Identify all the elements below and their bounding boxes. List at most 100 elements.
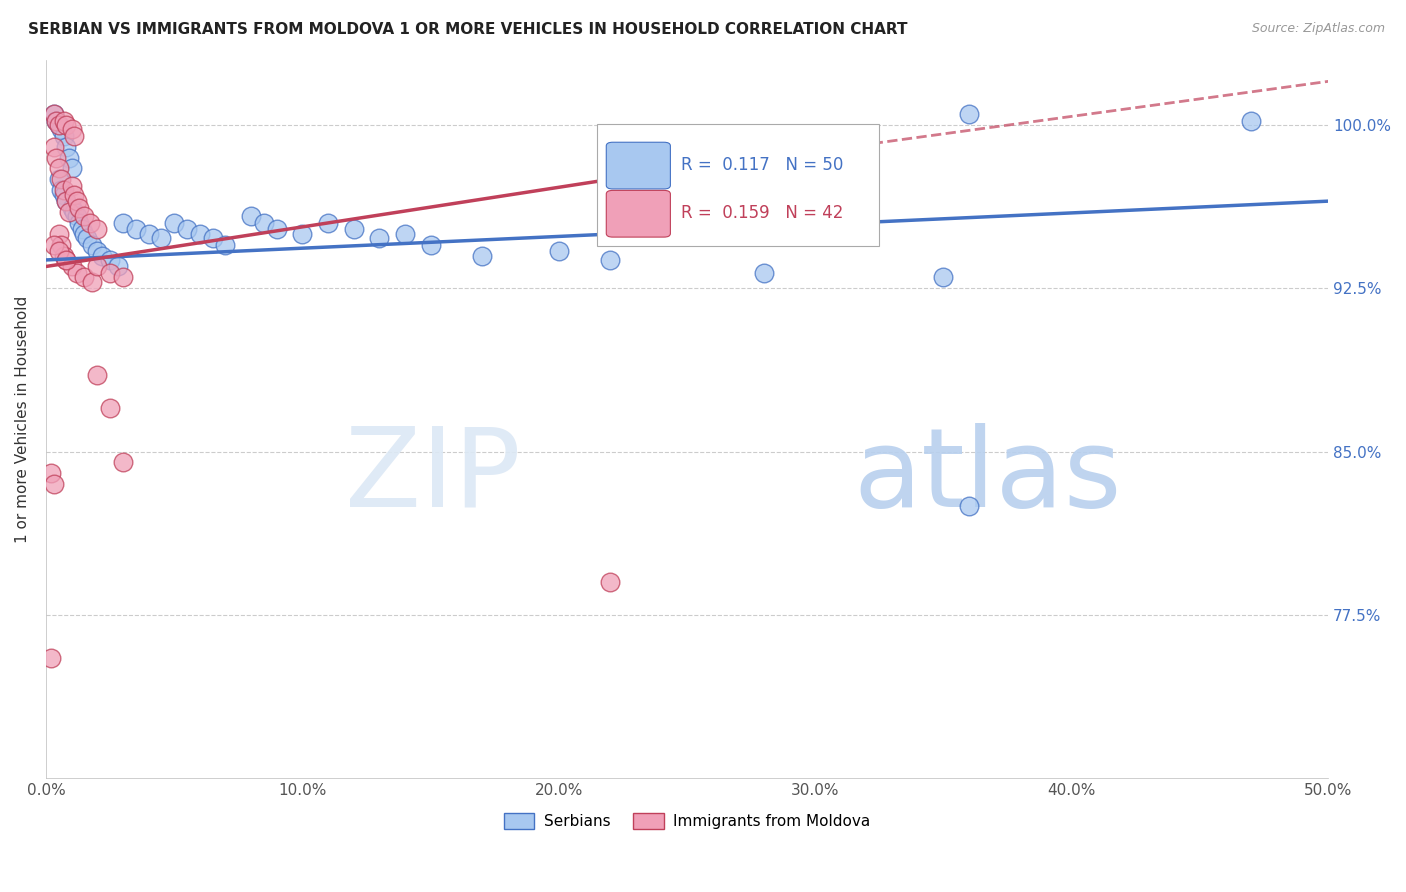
Point [471, 249, 494, 263]
Point [63, 187, 86, 202]
Point [51, 183, 73, 197]
Point [316, 216, 339, 230]
Point [752, 266, 775, 280]
Point [55, 118, 77, 132]
Point [48, 244, 70, 259]
Point [394, 227, 416, 241]
Point [73, 270, 96, 285]
Point [52, 187, 75, 202]
Point [266, 222, 288, 236]
Point [107, 260, 129, 274]
Point [98, 401, 121, 415]
Point [48, 161, 70, 176]
Point [138, 227, 160, 241]
Text: Source: ZipAtlas.com: Source: ZipAtlas.com [1251, 22, 1385, 36]
Point [52, 249, 75, 263]
Point [1240, 113, 1263, 128]
Point [48, 118, 70, 132]
Point [253, 216, 276, 230]
Point [42, 477, 65, 491]
Point [79, 216, 101, 230]
Point [42, 139, 65, 153]
Point [86, 244, 108, 259]
Point [419, 237, 441, 252]
FancyBboxPatch shape [606, 190, 671, 237]
Point [73, 227, 96, 241]
Point [52, 183, 75, 197]
Point [343, 222, 366, 236]
Point [63, 205, 86, 219]
Point [86, 222, 108, 236]
Point [60, 122, 83, 136]
Point [86, 260, 108, 274]
Point [58, 205, 80, 219]
Point [291, 227, 314, 241]
Point [52, 113, 75, 128]
Point [82, 275, 104, 289]
Point [73, 210, 96, 224]
Point [176, 222, 198, 236]
Point [957, 107, 980, 121]
Text: ZIP: ZIP [344, 423, 520, 530]
Point [368, 231, 391, 245]
Point [55, 252, 77, 267]
Text: SERBIAN VS IMMIGRANTS FROM MOLDOVA 1 OR MORE VEHICLES IN HOUSEHOLD CORRELATION C: SERBIAN VS IMMIGRANTS FROM MOLDOVA 1 OR … [28, 22, 908, 37]
Text: atlas: atlas [853, 423, 1122, 530]
Point [98, 266, 121, 280]
Point [111, 216, 134, 230]
Point [201, 231, 224, 245]
Text: R =  0.159   N = 42: R = 0.159 N = 42 [681, 204, 844, 222]
Point [98, 252, 121, 267]
Point [52, 128, 75, 143]
Point [150, 231, 173, 245]
Point [91, 249, 114, 263]
FancyBboxPatch shape [598, 124, 879, 246]
Point [66, 194, 89, 209]
Point [957, 499, 980, 513]
Point [58, 151, 80, 165]
Legend: Serbians, Immigrants from Moldova: Serbians, Immigrants from Moldova [498, 807, 876, 835]
Point [39, 467, 62, 481]
Point [599, 252, 621, 267]
Point [51, 122, 73, 136]
Point [70, 222, 93, 236]
Point [55, 252, 77, 267]
Point [547, 244, 569, 259]
FancyBboxPatch shape [606, 142, 671, 189]
Point [67, 201, 90, 215]
Point [45, 113, 67, 128]
Point [60, 260, 83, 274]
Point [60, 161, 83, 176]
Point [51, 172, 73, 186]
Point [240, 210, 263, 224]
Point [60, 201, 83, 215]
Point [45, 151, 67, 165]
Point [76, 231, 98, 245]
Y-axis label: 1 or more Vehicles in Household: 1 or more Vehicles in Household [15, 295, 30, 542]
Point [42, 107, 65, 121]
Point [48, 172, 70, 186]
Point [45, 113, 67, 128]
Point [111, 270, 134, 285]
Point [63, 128, 86, 143]
Point [932, 270, 955, 285]
Point [599, 575, 621, 590]
Point [42, 107, 65, 121]
Point [55, 194, 77, 209]
Point [66, 266, 89, 280]
Point [66, 210, 89, 224]
Point [48, 118, 70, 132]
Point [163, 216, 186, 230]
Point [39, 651, 62, 665]
Point [60, 178, 83, 193]
Point [67, 216, 90, 230]
Point [86, 368, 108, 383]
Point [82, 237, 104, 252]
Point [48, 227, 70, 241]
Point [188, 227, 211, 241]
Point [214, 237, 236, 252]
Point [111, 455, 134, 469]
Point [55, 139, 77, 153]
Point [125, 222, 148, 236]
Point [42, 237, 65, 252]
